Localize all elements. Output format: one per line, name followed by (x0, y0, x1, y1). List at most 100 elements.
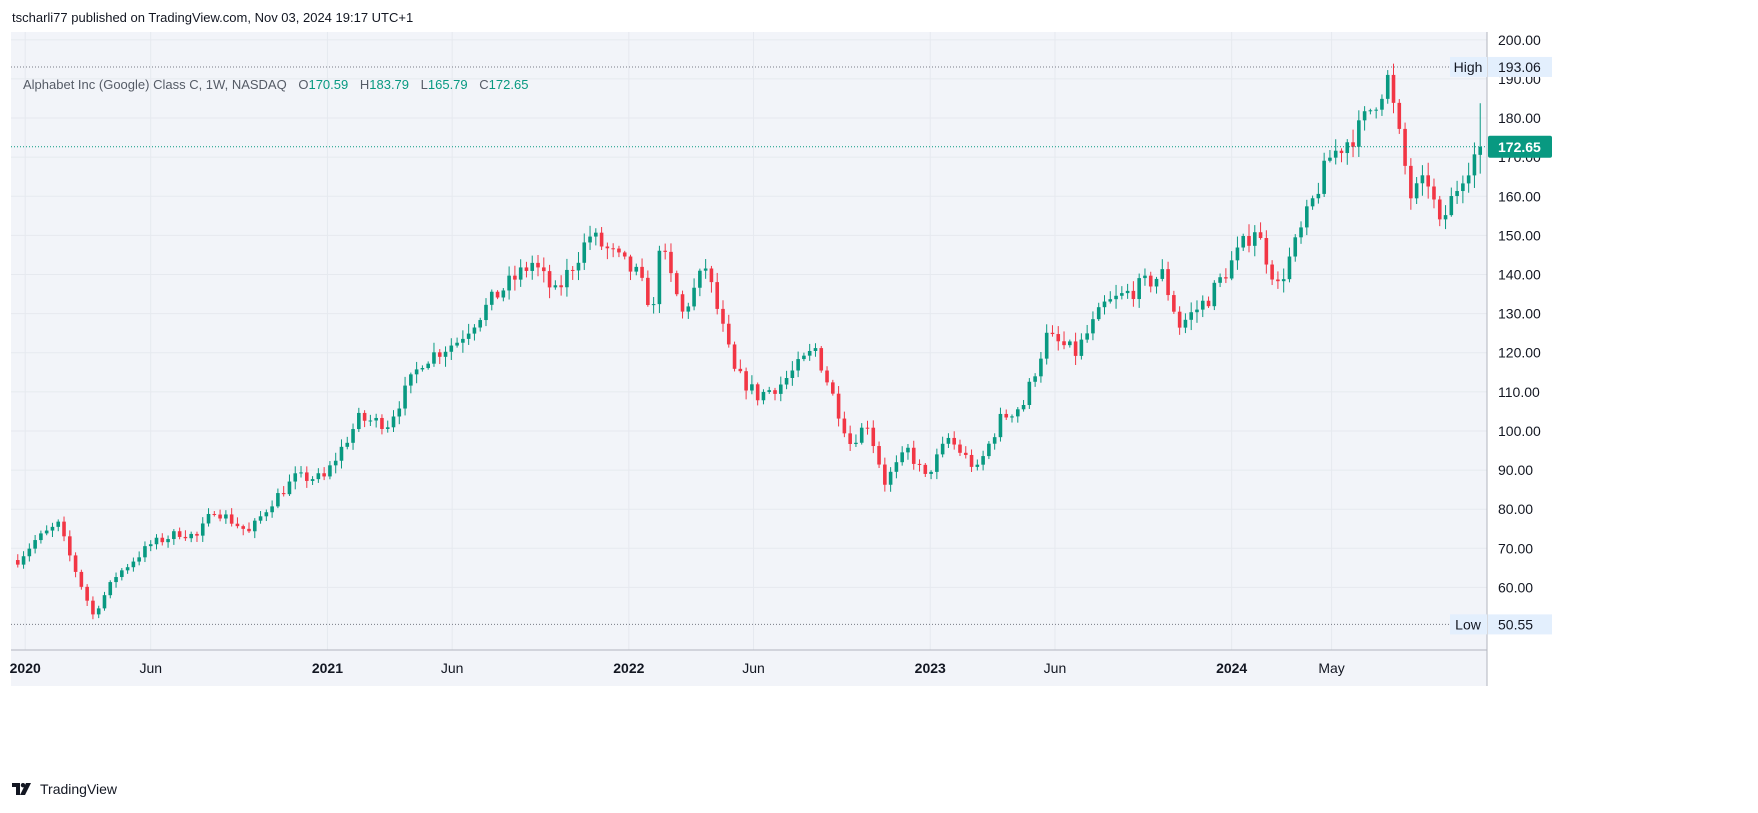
candle-body (640, 266, 644, 278)
candle-body (91, 600, 95, 615)
time-axis-background (11, 650, 1487, 686)
candle-body (848, 433, 852, 444)
candle-body (588, 236, 592, 243)
y-tick-label: 100.00 (1498, 423, 1541, 439)
candle-body (732, 344, 737, 369)
low-marker-label: Low (1455, 616, 1482, 632)
candle-body (524, 267, 529, 271)
candle-body (1432, 186, 1436, 200)
candle-body (663, 250, 667, 252)
candle-body (1102, 301, 1107, 308)
candle-body (1068, 341, 1072, 346)
candle-body (599, 232, 604, 247)
candle-body (1143, 275, 1147, 279)
low-marker-label-bg (1450, 614, 1487, 635)
candle-body (420, 368, 425, 370)
candle-body (362, 412, 367, 421)
candle-body (276, 493, 280, 507)
candle-body (1212, 282, 1217, 307)
candle-body (1391, 74, 1396, 103)
candle-body (345, 442, 350, 447)
candle-body (1160, 269, 1165, 279)
candle-body (894, 462, 899, 472)
time-axis[interactable]: 2020 Jun 2021 Jun 2022 Jun 2023 Jun 2024 May (10, 660, 1345, 676)
chart-area[interactable]: 60.00 70.00 80.00 90.00 100.00 110.00 120.00 13… (0, 32, 1758, 772)
legend-high-value: 183.79 (369, 77, 410, 92)
candle-body (1148, 275, 1153, 287)
candle-body (923, 464, 928, 474)
y-tick-label: 120.00 (1498, 345, 1541, 361)
candle-body (131, 561, 136, 568)
candle-body (27, 548, 32, 557)
high-marker-label-bg (1450, 56, 1487, 77)
candle-body (767, 390, 772, 392)
candle-body (316, 473, 321, 480)
candle-body (859, 427, 864, 443)
candle-body (935, 454, 939, 472)
price-axis[interactable]: 60.00 70.00 80.00 90.00 100.00 110.00 120.00 13… (1498, 32, 1541, 595)
candle-body (622, 252, 627, 257)
candle-body (680, 294, 685, 312)
candle-body (605, 246, 610, 249)
candle-body (1397, 102, 1402, 129)
candle-body (189, 533, 193, 539)
candle-body (1276, 279, 1280, 282)
high-marker-value: 193.06 (1498, 59, 1541, 75)
candle-body (1085, 333, 1089, 340)
candle-body (39, 533, 43, 541)
candle-body (703, 268, 708, 271)
candle-body (594, 232, 598, 237)
candle-body (507, 275, 511, 291)
legend-open-label: O (298, 77, 309, 92)
candle-body (582, 242, 587, 263)
candle-body (1478, 146, 1483, 155)
candle-body (264, 512, 269, 517)
candle-body (1131, 290, 1136, 300)
candles (15, 63, 1483, 620)
candle-body (160, 537, 165, 543)
legend-symbol: Alphabet Inc (Google) Class C, 1W, NASDA… (23, 77, 287, 92)
candle-body (836, 393, 841, 419)
candle-body (1461, 183, 1465, 192)
candle-body (1224, 277, 1228, 279)
legend-open-value: 170.59 (308, 77, 349, 92)
candle-body (530, 262, 535, 271)
candle-body (819, 348, 824, 371)
candle-body (1328, 157, 1332, 161)
candle-body (842, 418, 847, 434)
candle-body (120, 570, 124, 578)
tradingview-brand[interactable]: TradingView (12, 781, 117, 797)
candle-body (224, 514, 228, 519)
candle-body (646, 277, 650, 306)
candlestick-chart[interactable]: 60.00 70.00 80.00 90.00 100.00 110.00 120.00 13… (0, 32, 1758, 772)
candle-body (62, 521, 66, 537)
candle-body (102, 595, 107, 609)
candle-body (270, 506, 274, 513)
y-tick-label: 140.00 (1498, 267, 1541, 283)
candle-body (305, 472, 309, 481)
brand-label: TradingView (40, 781, 118, 797)
candle-body (888, 471, 893, 485)
candle-body (721, 308, 725, 324)
candle-body (1322, 160, 1326, 194)
y-tick-label: 90.00 (1498, 462, 1533, 478)
candle-body (172, 531, 176, 540)
candle-body (773, 390, 777, 394)
candle-body (553, 285, 558, 288)
candle-body (218, 514, 222, 519)
candle-body (883, 464, 887, 485)
candle-body (380, 417, 384, 429)
candle-body (651, 304, 656, 306)
candle-body (1374, 109, 1378, 111)
candle-body (1345, 142, 1350, 154)
candle-body (778, 384, 783, 394)
y-tick-label: 160.00 (1498, 188, 1541, 204)
candle-body (449, 345, 454, 352)
y-tick-label: 80.00 (1498, 501, 1533, 517)
candle-body (541, 267, 546, 272)
candle-body (617, 248, 621, 253)
candle-body (1096, 307, 1101, 320)
price-markers: High 193.06 Low 50.55 172.65 (1450, 56, 1552, 635)
candle-body (1293, 237, 1298, 257)
candle-body (1056, 334, 1061, 342)
